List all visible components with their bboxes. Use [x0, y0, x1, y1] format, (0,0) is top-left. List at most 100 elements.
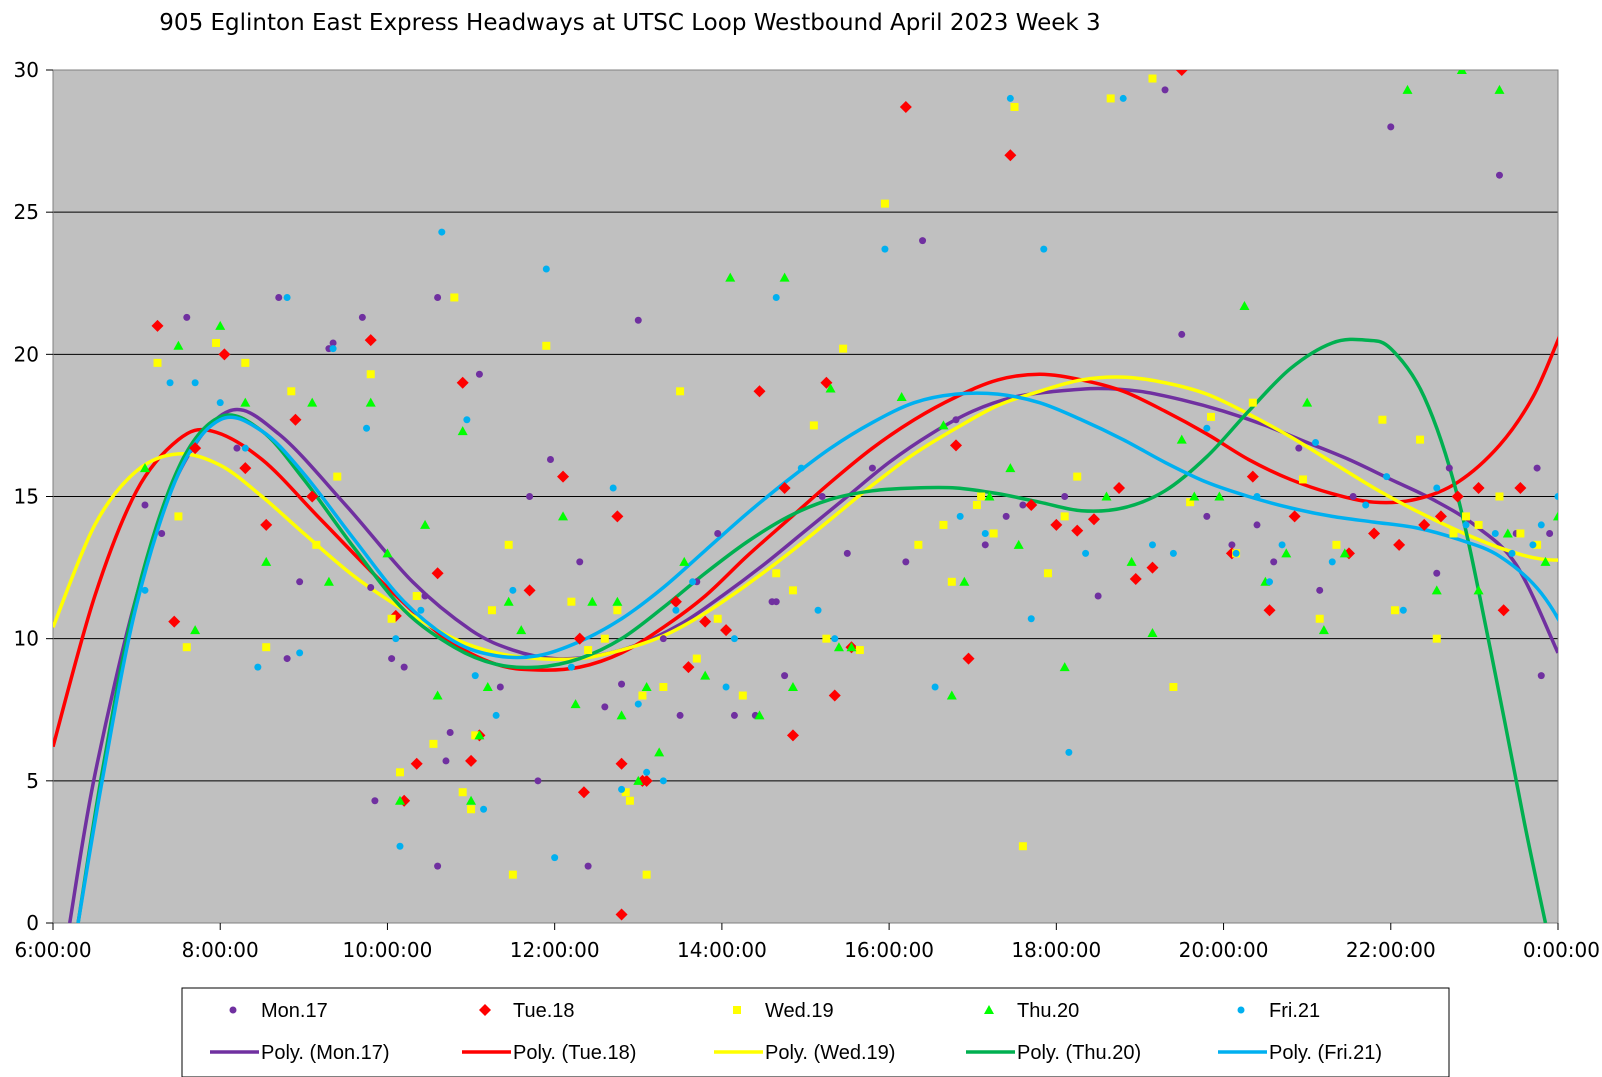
data-point: [1434, 510, 1447, 523]
data-point: [358, 313, 366, 321]
data-point: [1418, 518, 1431, 531]
data-point: [1472, 481, 1485, 494]
legend-label: Poly. (Mon.17): [261, 1042, 390, 1064]
data-point: [1302, 397, 1313, 407]
data-point: [151, 319, 164, 332]
data-point: [1025, 499, 1038, 512]
data-point: [1253, 493, 1261, 500]
data-point: [679, 556, 690, 566]
data-point: [1129, 572, 1142, 585]
x-tick-label: 18:00:00: [1011, 938, 1101, 962]
data-point: [902, 558, 910, 566]
data-point: [833, 642, 844, 652]
data-point: [567, 597, 576, 606]
data-point: [587, 596, 598, 606]
data-point: [659, 683, 668, 692]
data-point: [509, 586, 517, 594]
data-point: [1065, 748, 1073, 756]
data-point: [1433, 569, 1441, 577]
axes: 0 5 10 15 20 25 30 6:00:00 8:00:00 10:00:00 12:00:…: [14, 58, 1600, 962]
data-point: [831, 635, 839, 643]
data-point: [1533, 464, 1541, 472]
data-point: [329, 339, 337, 347]
data-point: [1169, 549, 1177, 557]
data-point: [240, 397, 251, 407]
data-point: [567, 663, 575, 671]
data-point: [797, 464, 805, 472]
data-point: [1005, 463, 1016, 473]
data-point: [183, 313, 191, 321]
data-point: [1298, 475, 1307, 484]
data-point: [952, 416, 960, 424]
data-point: [363, 424, 371, 432]
data-point: [654, 747, 665, 757]
data-point: [1393, 538, 1406, 551]
data-point: [191, 379, 199, 387]
data-point: [542, 265, 550, 273]
data-point: [1094, 592, 1102, 600]
data-point: [1207, 412, 1216, 421]
data-point: [1060, 512, 1069, 521]
data-point: [1203, 512, 1211, 520]
data-point: [1010, 102, 1019, 111]
x-tick-label: 20:00:00: [1179, 938, 1269, 962]
x-tick-label: 16:00:00: [844, 938, 934, 962]
data-point: [1445, 464, 1453, 472]
data-point: [714, 529, 722, 537]
data-point: [442, 757, 450, 765]
data-point: [611, 510, 624, 523]
data-point: [287, 387, 296, 396]
data-point: [1148, 541, 1156, 549]
data-point: [1295, 444, 1303, 452]
data-point: [1006, 94, 1014, 102]
data-point: [634, 316, 642, 324]
data-point: [730, 711, 738, 719]
data-point: [388, 655, 396, 663]
data-point: [818, 493, 826, 500]
data-point: [1529, 541, 1537, 549]
data-point: [1508, 549, 1516, 557]
data-point: [1433, 484, 1441, 492]
data-point: [1082, 549, 1090, 557]
data-point: [814, 606, 822, 614]
data-point: [218, 348, 231, 361]
data-point: [141, 586, 149, 594]
data-point: [471, 731, 480, 740]
data-point: [601, 703, 609, 711]
data-point: [1203, 424, 1211, 432]
data-point: [1516, 529, 1525, 538]
data-point: [434, 293, 442, 301]
data-point: [1554, 493, 1558, 500]
data-point: [959, 576, 970, 586]
data-points: [139, 70, 1558, 921]
data-point: [1339, 548, 1350, 558]
data-point: [781, 672, 789, 680]
legend-label: Poly. (Tue.18): [513, 1042, 636, 1064]
data-point: [534, 777, 542, 785]
data-point: [1462, 521, 1470, 529]
data-point: [1013, 539, 1024, 549]
data-point: [1071, 524, 1084, 537]
data-point: [371, 797, 379, 805]
data-point: [1416, 435, 1425, 444]
data-point: [1318, 625, 1329, 635]
data-point: [1362, 501, 1370, 509]
data-point: [1402, 84, 1413, 94]
data-point: [1119, 94, 1127, 102]
data-point: [725, 272, 736, 282]
data-point: [625, 796, 634, 805]
data-point: [584, 646, 593, 655]
data-point: [676, 387, 685, 396]
data-point: [1497, 604, 1510, 617]
data-point: [1004, 149, 1017, 162]
data-point: [1431, 585, 1442, 595]
data-point: [333, 472, 342, 481]
y-tick-label: 30: [14, 58, 39, 82]
data-point: [638, 691, 647, 700]
data-point: [417, 606, 425, 614]
data-point: [438, 228, 446, 236]
data-point: [503, 596, 514, 606]
data-point: [938, 420, 949, 430]
data-point: [1451, 490, 1464, 503]
data-point: [977, 492, 986, 501]
